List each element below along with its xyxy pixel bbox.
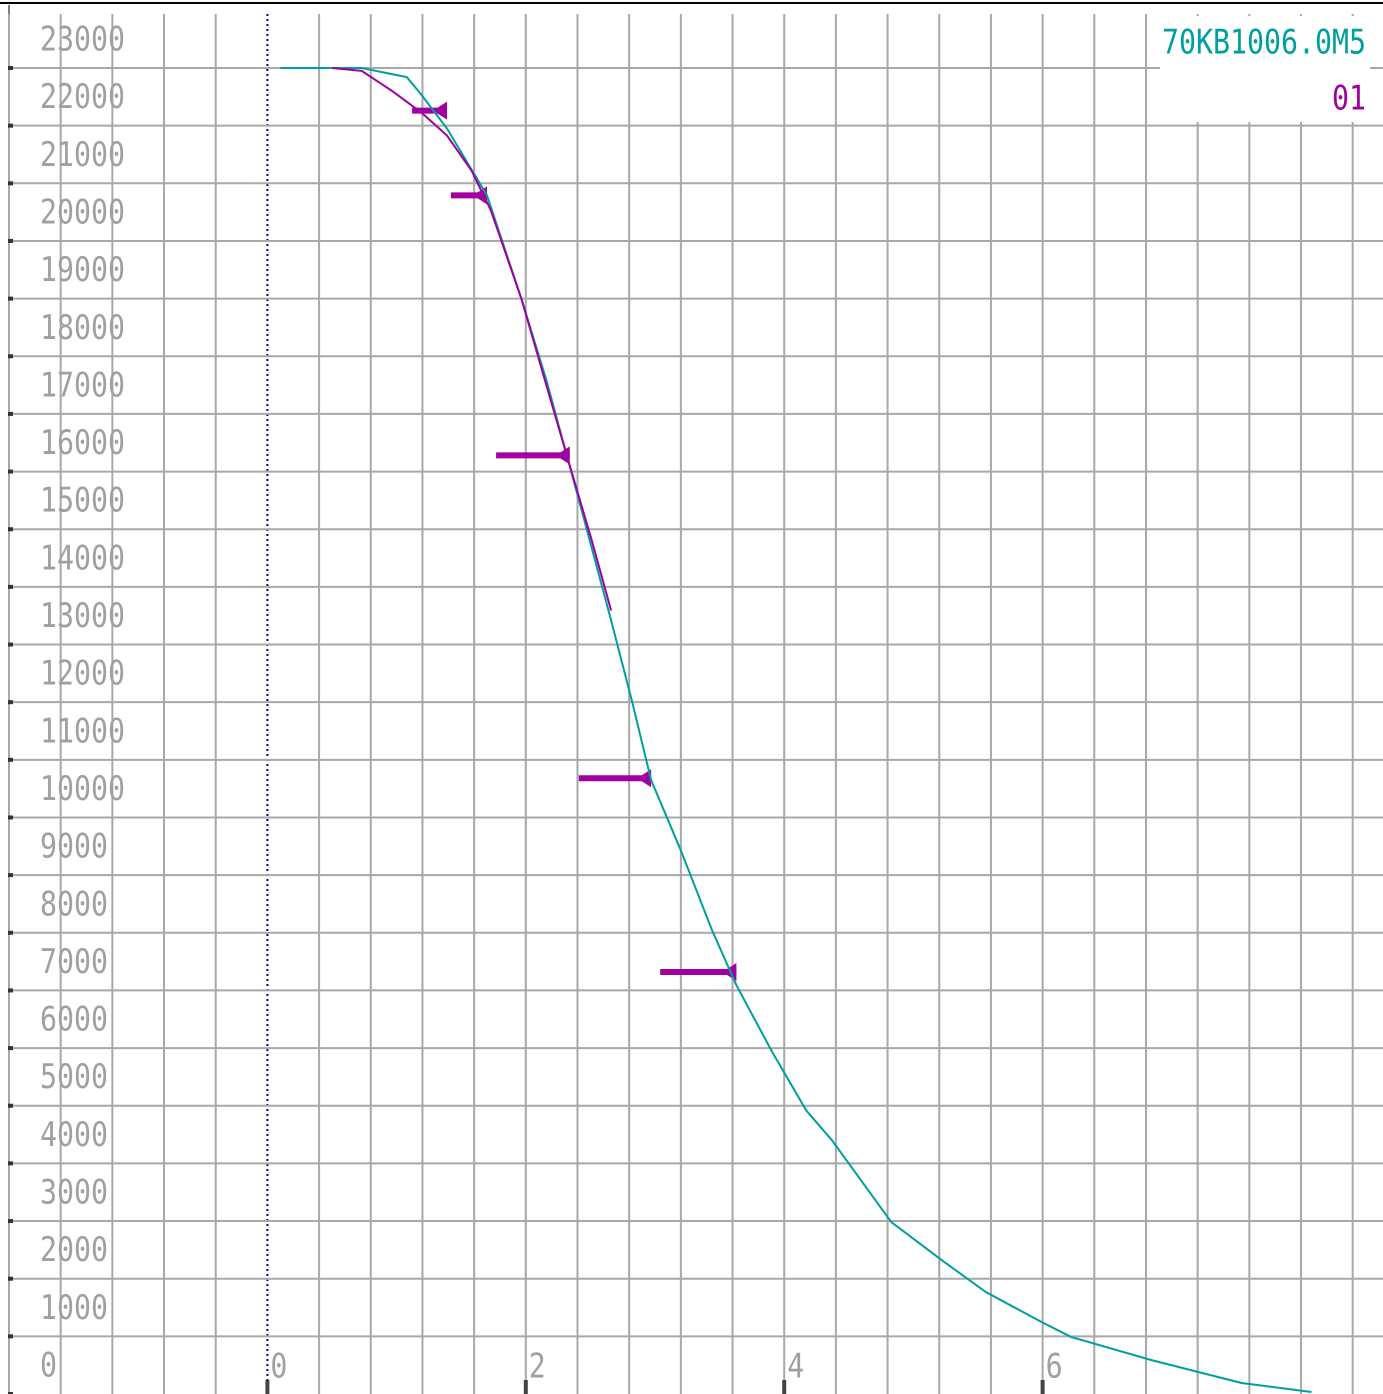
y-tick-label: 8000: [40, 884, 108, 924]
x-tick-mark: [523, 1380, 528, 1394]
x-tick-label: 2: [529, 1347, 546, 1387]
y-tick-mark: [8, 411, 13, 416]
series-line: [280, 67, 1312, 1393]
y-tick-mark: [8, 642, 13, 647]
marker-arrowhead: [637, 769, 652, 788]
y-tick-mark: [8, 584, 13, 589]
y-tick-label: 7000: [40, 942, 108, 982]
y-tick-mark: [8, 815, 13, 820]
y-tick-mark: [8, 873, 13, 878]
y-tick-label: 14000: [40, 538, 125, 578]
y-tick-label: 4000: [40, 1115, 108, 1155]
y-tick-mark: [8, 1334, 13, 1339]
y-tick-label: 5000: [40, 1057, 108, 1097]
y-tick-label: 2000: [40, 1230, 108, 1270]
y-tick-label: 9000: [40, 827, 108, 867]
x-tick-label: 6: [1046, 1347, 1063, 1387]
y-tick-label: 16000: [40, 423, 125, 463]
y-tick-mark: [8, 354, 13, 359]
y-tick-label: 18000: [40, 308, 125, 348]
y-tick-label: 12000: [40, 654, 125, 694]
y-tick-mark: [8, 930, 13, 935]
y-tick-mark: [8, 1161, 13, 1166]
y-tick-mark: [8, 296, 13, 301]
y-tick-mark: [8, 1276, 13, 1281]
y-tick-label: 15000: [40, 481, 125, 521]
y-tick-label: 23000: [40, 20, 125, 60]
y-tick-label: 17000: [40, 365, 125, 405]
x-tick-label: 0: [270, 1347, 287, 1387]
y-tick-label: 3000: [40, 1173, 108, 1213]
y-tick-label: 11000: [40, 711, 125, 751]
x-tick-mark: [782, 1380, 787, 1394]
legend-title: 70KB1006.0M5: [1162, 23, 1366, 63]
y-tick-label: 10000: [40, 769, 125, 809]
y-tick-mark: [8, 66, 13, 70]
y-tick-label: 1000: [40, 1288, 108, 1328]
y-tick-mark: [8, 181, 13, 186]
y-tick-label: 13000: [40, 596, 125, 636]
y-tick-mark: [8, 1392, 13, 1394]
y-tick-label: 6000: [40, 1000, 108, 1040]
y-tick-mark: [8, 469, 13, 474]
y-tick-mark: [8, 1046, 13, 1051]
y-tick-mark: [8, 1219, 13, 1224]
x-tick-label: 4: [787, 1347, 804, 1387]
y-tick-mark: [8, 700, 13, 705]
y-tick-label: 0: [40, 1346, 57, 1386]
y-tick-label: 22000: [40, 77, 125, 117]
x-tick-mark: [265, 1380, 270, 1394]
marker-arrowhead: [432, 101, 447, 120]
y-tick-mark: [8, 757, 13, 762]
legend-background: [1160, 16, 1370, 122]
y-tick-mark: [8, 1103, 13, 1108]
y-tick-mark: [8, 527, 13, 532]
x-tick-mark: [1040, 1380, 1045, 1394]
series-line: [331, 67, 613, 611]
y-tick-mark: [8, 123, 13, 128]
y-tick-mark: [8, 988, 13, 993]
y-tick-mark: [8, 238, 13, 243]
legend-label: 01: [1332, 79, 1366, 119]
y-tick-label: 19000: [40, 250, 125, 290]
y-tick-label: 20000: [40, 192, 125, 232]
y-tick-label: 21000: [40, 135, 125, 175]
